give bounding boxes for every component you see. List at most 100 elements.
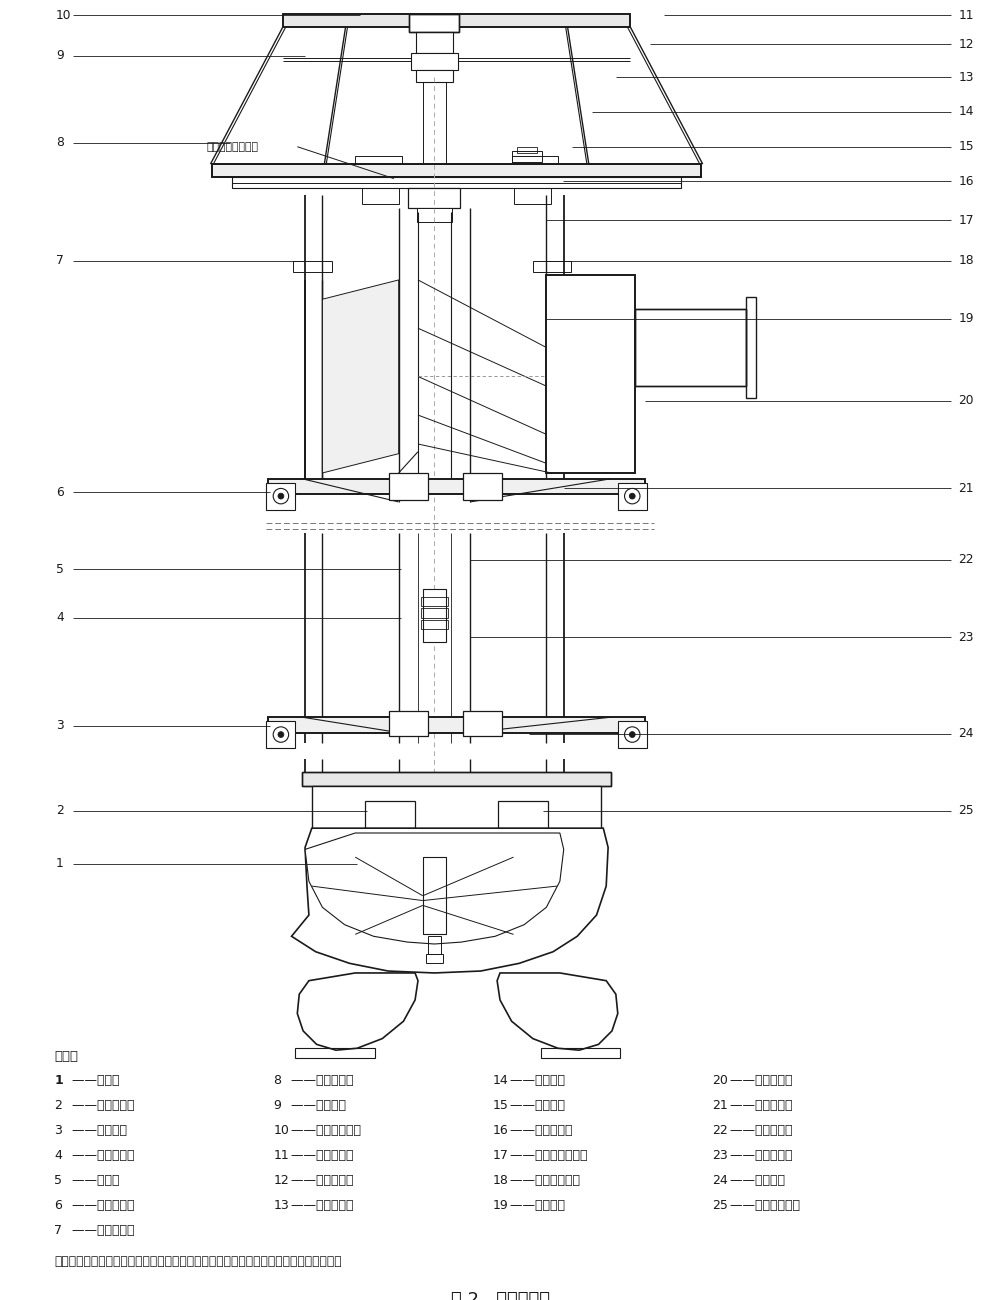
Text: ——外接管下；: ——外接管下； <box>726 1149 793 1162</box>
Text: 13: 13 <box>273 1199 289 1212</box>
Text: 18: 18 <box>492 1174 509 1187</box>
Text: 9: 9 <box>273 1098 281 1112</box>
Bar <box>409 14 459 32</box>
Text: 16: 16 <box>492 1123 509 1136</box>
Text: 20: 20 <box>713 1074 729 1087</box>
Text: 21: 21 <box>713 1098 728 1112</box>
Bar <box>547 276 636 473</box>
Bar <box>427 936 441 954</box>
Bar <box>416 70 452 82</box>
Polygon shape <box>497 972 618 1050</box>
Bar <box>389 473 427 500</box>
Text: ——安装垄板；: ——安装垄板； <box>286 1074 353 1087</box>
Bar <box>362 188 398 204</box>
Text: 10: 10 <box>56 9 71 22</box>
Circle shape <box>630 493 636 499</box>
Bar <box>389 711 427 737</box>
Text: 24: 24 <box>713 1174 728 1187</box>
Text: ——主轴上；: ——主轴上； <box>506 1074 565 1087</box>
Text: 6: 6 <box>56 486 64 499</box>
Text: 2: 2 <box>54 1098 62 1112</box>
Bar <box>547 276 636 473</box>
Text: ——叶轮；: ——叶轮； <box>68 1074 119 1087</box>
Bar <box>302 772 611 785</box>
Text: ——调整螺母；: ——调整螺母； <box>286 1174 353 1187</box>
Bar <box>231 177 682 183</box>
Text: 7: 7 <box>56 254 64 266</box>
Bar <box>365 801 415 828</box>
Text: 8: 8 <box>273 1074 281 1087</box>
Bar <box>636 309 746 386</box>
Text: 12: 12 <box>273 1174 289 1187</box>
Text: ——填料函体部件；: ——填料函体部件； <box>506 1149 588 1162</box>
Bar <box>268 478 645 494</box>
Text: 23: 23 <box>713 1149 728 1162</box>
Circle shape <box>630 732 636 737</box>
Text: ——导轴承下；: ——导轴承下； <box>68 1098 134 1112</box>
Bar <box>463 473 502 500</box>
Text: 说明：: 说明： <box>54 1050 78 1063</box>
Bar <box>420 608 447 618</box>
Bar <box>266 722 295 748</box>
Bar <box>268 478 645 494</box>
Text: 14: 14 <box>492 1074 509 1087</box>
Bar <box>268 718 645 733</box>
Bar <box>512 151 543 162</box>
Polygon shape <box>297 972 418 1050</box>
Bar <box>212 164 701 177</box>
Bar <box>416 32 452 53</box>
Text: 19: 19 <box>959 312 974 325</box>
Bar <box>411 53 457 70</box>
Polygon shape <box>322 280 398 473</box>
Bar <box>293 260 332 272</box>
Text: 20: 20 <box>959 394 974 407</box>
Bar <box>618 722 647 748</box>
Text: 15: 15 <box>959 140 974 153</box>
Text: 21: 21 <box>959 482 974 495</box>
Text: 导轴承润滑水进口: 导轴承润滑水进口 <box>206 142 258 152</box>
Text: ——泵联轴器；: ——泵联轴器； <box>286 1199 353 1212</box>
Bar <box>311 785 602 835</box>
Text: 1: 1 <box>54 1074 63 1087</box>
Bar <box>518 147 537 152</box>
Circle shape <box>278 493 284 499</box>
Bar <box>533 260 572 272</box>
Text: 注：转子部件可抚出式、半开式单级混流叶轮、泵出口在安装基础之下、电机承受推力。: 注：转子部件可抚出式、半开式单级混流叶轮、泵出口在安装基础之下、电机承受推力。 <box>54 1254 341 1268</box>
Bar <box>302 772 611 785</box>
Text: ——内接管下；: ——内接管下； <box>68 1149 134 1162</box>
Text: 9: 9 <box>56 49 64 62</box>
Text: ——排气阀；: ——排气阀； <box>506 1098 565 1112</box>
Bar <box>212 164 701 177</box>
Bar <box>417 208 451 222</box>
Text: ——叶轮室；: ——叶轮室； <box>726 1174 785 1187</box>
Text: 3: 3 <box>56 719 64 732</box>
Bar <box>283 14 631 27</box>
Text: 图 2   结构示意图: 图 2 结构示意图 <box>450 1291 550 1300</box>
Text: 4: 4 <box>56 611 64 624</box>
Text: 11: 11 <box>959 9 974 22</box>
Text: 13: 13 <box>959 70 974 83</box>
Text: 18: 18 <box>959 254 974 266</box>
Text: ——外接管上；: ——外接管上； <box>68 1225 134 1238</box>
Bar <box>295 1048 374 1058</box>
Text: 5: 5 <box>56 563 64 576</box>
Text: 22: 22 <box>959 554 974 567</box>
Bar <box>422 589 446 642</box>
Text: 15: 15 <box>492 1098 509 1112</box>
Bar <box>541 1048 620 1058</box>
Text: 17: 17 <box>959 213 974 226</box>
Bar <box>420 597 447 606</box>
Bar <box>266 482 295 510</box>
Text: ——泵盖板；: ——泵盖板； <box>286 1098 345 1112</box>
Text: ——导流片接管；: ——导流片接管； <box>506 1174 580 1187</box>
Text: 24: 24 <box>959 727 974 740</box>
Bar <box>408 188 460 208</box>
Text: ——吸入喇叭口。: ——吸入喇叭口。 <box>726 1199 800 1212</box>
Text: ——泵支撑板；: ——泵支撑板； <box>506 1123 573 1136</box>
Bar <box>746 298 756 398</box>
Bar <box>618 482 647 510</box>
Polygon shape <box>305 833 564 944</box>
Text: 7: 7 <box>54 1225 62 1238</box>
Text: 6: 6 <box>54 1199 62 1212</box>
Bar <box>409 14 459 32</box>
